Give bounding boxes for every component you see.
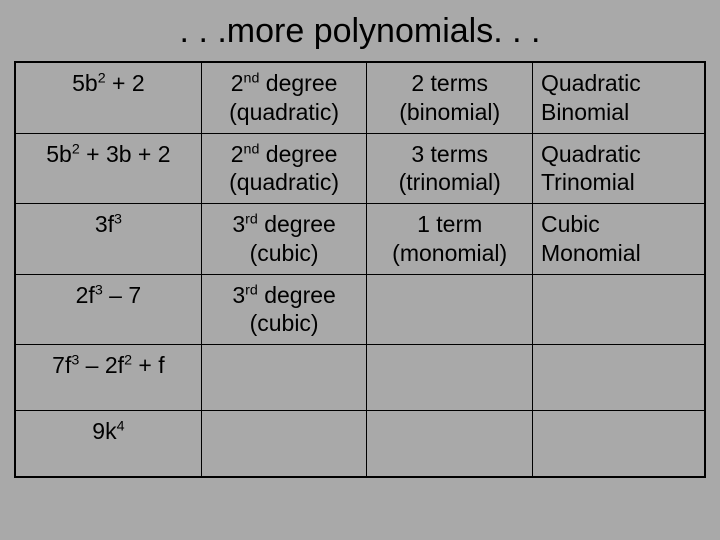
cell-name <box>532 411 705 477</box>
cell-name: Cubic Monomial <box>532 204 705 275</box>
cell-expression: 3f3 <box>15 204 201 275</box>
table-row: 3f3 3rd degree (cubic) 1 term (monomial)… <box>15 204 705 275</box>
table-row: 5b2 + 2 2nd degree (quadratic) 2 terms (… <box>15 62 705 133</box>
cell-degree <box>201 345 367 411</box>
cell-degree: 2nd degree (quadratic) <box>201 62 367 133</box>
cell-name <box>532 345 705 411</box>
cell-name <box>532 274 705 345</box>
cell-terms <box>367 411 533 477</box>
cell-terms: 1 term (monomial) <box>367 204 533 275</box>
cell-terms <box>367 345 533 411</box>
cell-terms: 3 terms (trinomial) <box>367 133 533 204</box>
polynomial-table: 5b2 + 2 2nd degree (quadratic) 2 terms (… <box>14 61 706 478</box>
cell-terms <box>367 274 533 345</box>
table-row: 5b2 + 3b + 2 2nd degree (quadratic) 3 te… <box>15 133 705 204</box>
table-body: 5b2 + 2 2nd degree (quadratic) 2 terms (… <box>15 62 705 477</box>
cell-expression: 2f3 – 7 <box>15 274 201 345</box>
cell-expression: 5b2 + 3b + 2 <box>15 133 201 204</box>
cell-degree: 3rd degree (cubic) <box>201 204 367 275</box>
table-container: 5b2 + 2 2nd degree (quadratic) 2 terms (… <box>0 61 720 478</box>
cell-expression: 9k4 <box>15 411 201 477</box>
cell-degree: 3rd degree (cubic) <box>201 274 367 345</box>
cell-degree: 2nd degree (quadratic) <box>201 133 367 204</box>
table-row: 9k4 <box>15 411 705 477</box>
cell-expression: 5b2 + 2 <box>15 62 201 133</box>
cell-terms: 2 terms (binomial) <box>367 62 533 133</box>
cell-name: Quadratic Binomial <box>532 62 705 133</box>
cell-name: Quadratic Trinomial <box>532 133 705 204</box>
cell-degree <box>201 411 367 477</box>
cell-expression: 7f3 – 2f2 + f <box>15 345 201 411</box>
page-title: . . .more polynomials. . . <box>0 0 720 61</box>
table-row: 7f3 – 2f2 + f <box>15 345 705 411</box>
table-row: 2f3 – 7 3rd degree (cubic) <box>15 274 705 345</box>
